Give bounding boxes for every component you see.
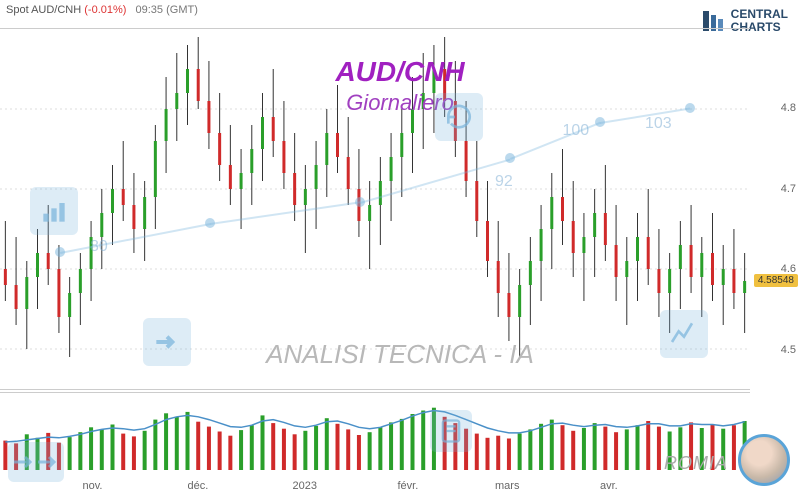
watermark-doc-icon (430, 410, 472, 452)
volume-chart (0, 393, 750, 470)
timestamp-label: 09:35 (GMT) (136, 4, 198, 16)
x-tick-label: déc. (188, 480, 209, 492)
x-tick-label: mars (495, 480, 519, 492)
chart-title: AUD/CNH (335, 56, 464, 88)
volume-chart-area[interactable] (0, 392, 750, 470)
assistant-avatar[interactable] (738, 434, 790, 486)
x-tick-label: avr. (600, 480, 618, 492)
watermark-refresh-icon (435, 93, 483, 141)
price-change-pct: (-0.01%) (84, 4, 126, 16)
watermark-arrow-icon (143, 318, 191, 366)
watermark-number: 103 (645, 115, 672, 133)
watermark-number: 92 (495, 173, 513, 191)
watermark-chart-icon (30, 187, 78, 235)
instrument-label: Spot AUD/CNH (6, 4, 81, 16)
y-tick-label: 4.5 (781, 344, 796, 356)
y-tick-label: 4.7 (781, 183, 796, 195)
watermark-text: ANALISI TECNICA - IA (266, 339, 534, 370)
current-price-label: 4.58548 (754, 274, 798, 287)
x-tick-label: 2023 (293, 480, 317, 492)
chart-header: Spot AUD/CNH (-0.01%) 09:35 (GMT) (6, 4, 198, 16)
romia-label: ROMIA (664, 453, 728, 474)
watermark-line-icon (660, 310, 708, 358)
x-tick-label: févr. (398, 480, 419, 492)
watermark-double-arrow-icon (8, 442, 64, 482)
y-tick-label: 4.8 (781, 102, 796, 114)
x-tick-label: nov. (83, 480, 103, 492)
